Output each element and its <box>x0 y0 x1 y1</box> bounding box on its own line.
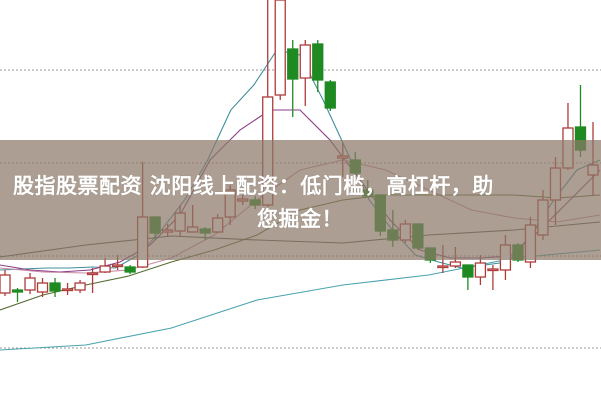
candle-body <box>49 282 61 292</box>
candle-body <box>124 266 136 273</box>
candle-body <box>0 274 11 294</box>
candle <box>487 265 499 290</box>
candle <box>99 258 111 273</box>
candle-body <box>449 261 462 267</box>
candle <box>49 278 61 297</box>
candle-body <box>99 265 111 273</box>
candle-body <box>74 282 86 291</box>
candle <box>299 40 311 106</box>
candle-body <box>86 272 99 276</box>
candle <box>312 40 324 92</box>
headline-line-1: 股指股票配资 沈阳线上配资：低门槛，高杠杆，助 <box>13 174 494 198</box>
candle-body <box>474 262 487 278</box>
candle-body <box>312 43 324 81</box>
candle-body <box>487 268 499 272</box>
candle <box>24 273 36 294</box>
candle-body <box>11 289 24 293</box>
headline-banner <box>0 140 601 260</box>
candle-body <box>61 288 74 292</box>
candle-body <box>437 265 449 269</box>
candle-body <box>287 48 299 80</box>
candle-body <box>299 44 311 79</box>
candle <box>86 268 99 293</box>
candle <box>61 283 74 295</box>
candle-body <box>24 277 36 291</box>
candle-body <box>274 0 286 96</box>
candle-body <box>462 264 474 278</box>
candle <box>0 270 11 296</box>
candle <box>274 0 286 100</box>
candle <box>462 264 474 290</box>
candle-body <box>36 282 49 293</box>
candle <box>11 288 24 302</box>
headline-line-2: 您掘金！ <box>257 207 343 231</box>
candle <box>287 40 299 117</box>
candle <box>36 278 49 297</box>
candle-body <box>111 264 124 268</box>
candle-body <box>324 81 336 109</box>
candle <box>124 265 136 274</box>
candle <box>324 80 336 111</box>
candle <box>74 280 86 293</box>
